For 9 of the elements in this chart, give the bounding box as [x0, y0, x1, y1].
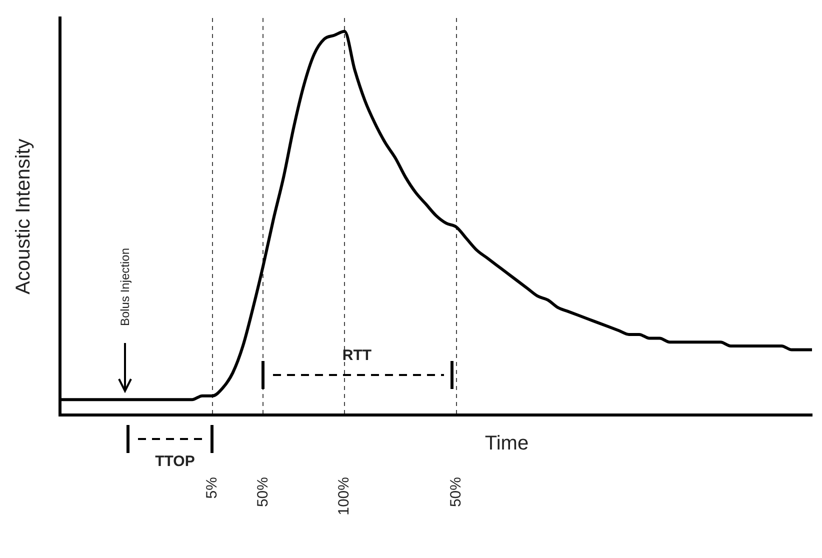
x-tick-label: 100% [336, 477, 353, 516]
annotation: RTT [341, 347, 373, 365]
x-tick-label: 5% [204, 477, 221, 499]
y-axis-title: Acoustic Intensity [12, 138, 35, 294]
x-tick-label: 50% [447, 477, 464, 508]
annotation: Bolus Injection [117, 246, 133, 328]
x-tick-label: 50% [254, 477, 272, 508]
x-axis-title: Time [484, 432, 529, 455]
text: TTOP [154, 453, 196, 471]
